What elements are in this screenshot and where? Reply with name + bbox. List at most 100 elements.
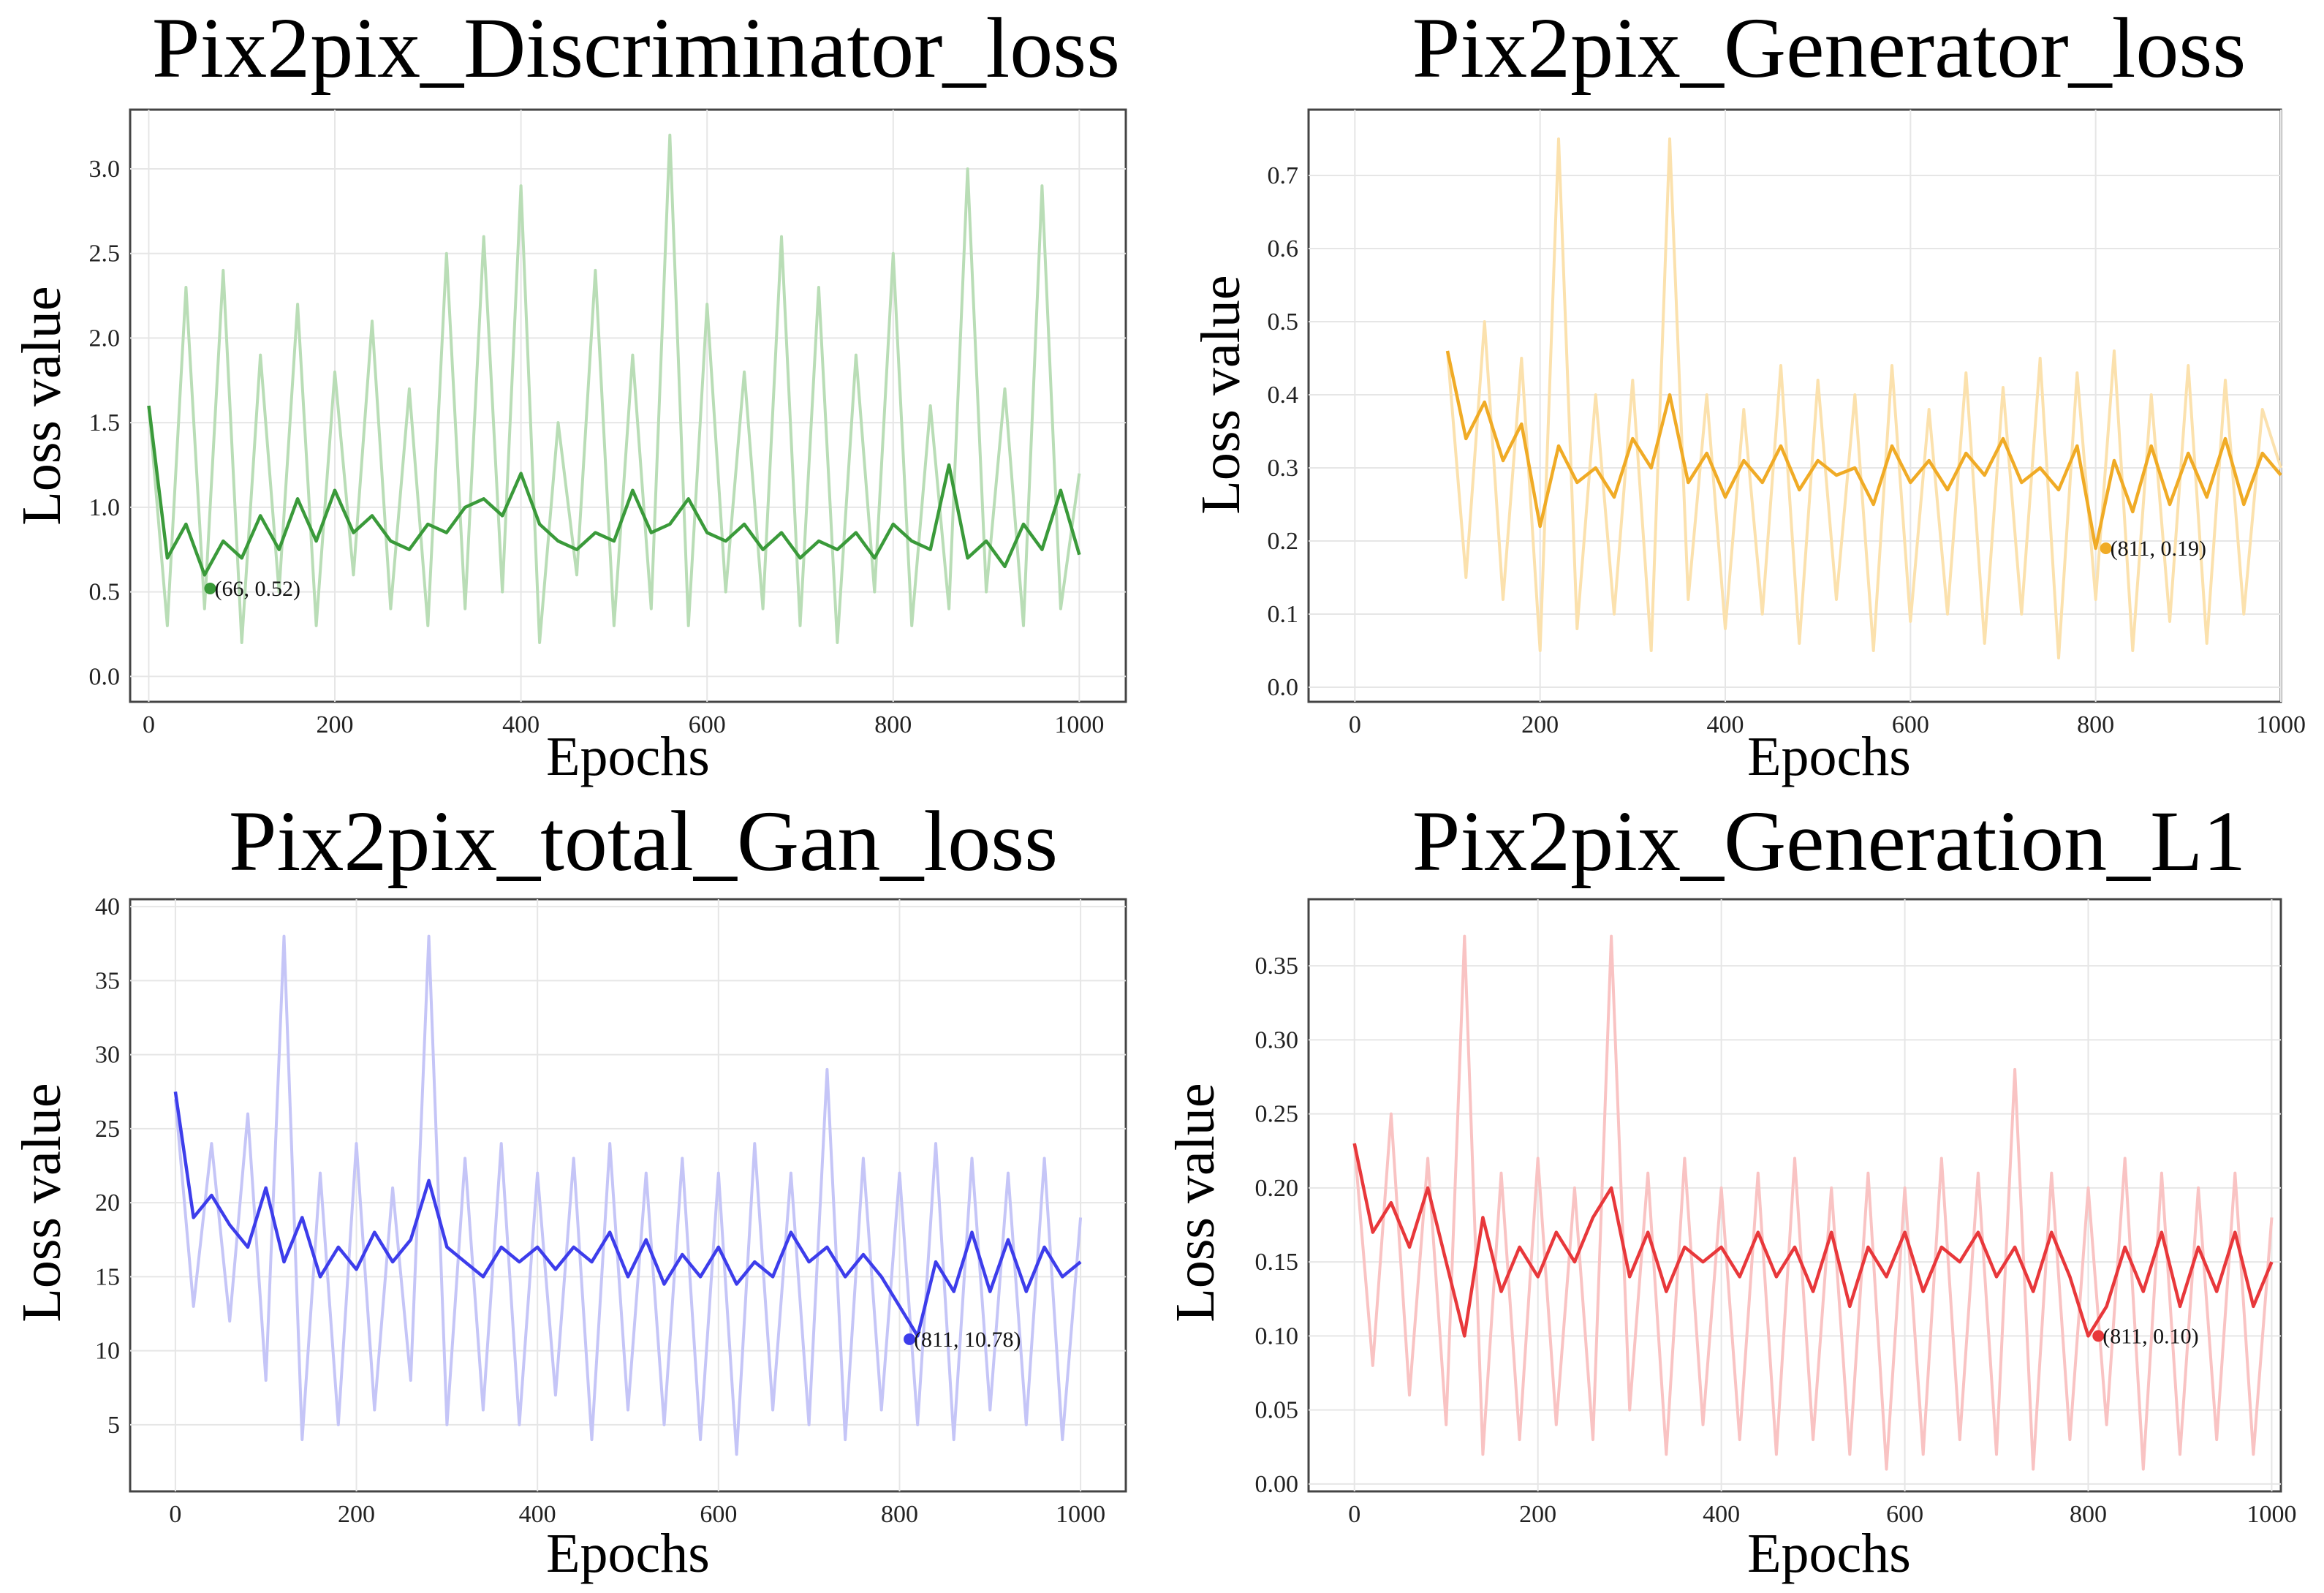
smoothed-loss-line	[173, 1091, 1082, 1338]
y-tick-label: 0.5	[1268, 309, 1299, 336]
x-axis-label: Epochs	[1747, 726, 1911, 787]
x-tick-label: 600	[700, 1501, 737, 1528]
smoothed-loss-line	[1445, 350, 2282, 550]
y-tick-label: 0.0	[1268, 674, 1299, 701]
min-point-label: (66, 0.52)	[214, 577, 300, 601]
y-tick-labels: 0.0 0.5 1.0 1.5 2.0 2.5 3.0	[89, 156, 121, 690]
min-point-marker	[904, 1333, 916, 1345]
y-tick-label: 0.6	[1268, 235, 1299, 262]
y-tick-labels: 0.0 0.1 0.2 0.3 0.4 0.5 0.6 0.7	[1268, 162, 1299, 701]
y-axis-label: Loss value	[1165, 1083, 1226, 1322]
x-tick-label: 800	[2070, 1501, 2107, 1528]
x-axis-label: Epochs	[546, 1523, 710, 1584]
x-tick-label: 1000	[2247, 1501, 2296, 1528]
y-tick-label: 0.3	[1268, 455, 1299, 482]
y-tick-label: 1.0	[89, 494, 121, 521]
y-tick-label: 20	[95, 1189, 120, 1216]
plot-frame	[1307, 898, 2282, 1493]
y-tick-label: 0.25	[1255, 1101, 1299, 1128]
x-tick-labels: 0 200 400 600 800 1000	[169, 1501, 1105, 1528]
min-point-label: (811, 0.19)	[2111, 537, 2206, 561]
y-axis-label: Loss value	[1190, 275, 1252, 514]
x-tick-label: 600	[1892, 711, 1929, 738]
x-tick-label: 400	[1703, 1501, 1740, 1528]
y-tick-label: 10	[95, 1338, 120, 1365]
x-tick-label: 200	[317, 711, 354, 738]
min-point-label: (811, 10.78)	[914, 1328, 1021, 1352]
raw-series	[147, 133, 1081, 644]
x-tick-label: 800	[881, 1501, 918, 1528]
y-tick-label: 0.20	[1255, 1175, 1299, 1202]
y-tick-label: 40	[95, 893, 120, 920]
x-tick-label: 0	[169, 1501, 181, 1528]
x-tick-labels: 0 200 400 600 800 1000	[143, 711, 1104, 738]
smoothed-loss-line	[147, 405, 1081, 577]
y-tick-label: 30	[95, 1042, 120, 1069]
x-tick-labels: 0 200 400 600 800 1000	[1349, 711, 2306, 738]
y-tick-label: 0.5	[89, 579, 121, 606]
x-tick-label: 0	[143, 711, 155, 738]
x-axis-label: Epochs	[1747, 1523, 1911, 1584]
gridlines	[1309, 899, 2281, 1491]
raw-series	[173, 934, 1083, 1456]
plot-frame	[129, 108, 1127, 703]
x-tick-label: 600	[1886, 1501, 1923, 1528]
chart-title: Pix2pix_total_Gan_loss	[229, 793, 1058, 889]
y-tick-label: 0.05	[1255, 1397, 1299, 1424]
x-tick-label: 200	[1519, 1501, 1556, 1528]
min-point-label: (811, 0.10)	[2102, 1324, 2198, 1348]
y-tick-label: 0.00	[1255, 1471, 1299, 1498]
chart-title: Pix2pix_Generation_L1	[1412, 793, 2246, 889]
y-tick-label: 0.30	[1255, 1026, 1299, 1053]
chart-title: Pix2pix_Generator_loss	[1412, 0, 2247, 96]
smoothed-series	[1352, 1143, 2274, 1338]
y-axis-label: Loss value	[11, 1083, 72, 1322]
x-tick-label: 800	[2077, 711, 2114, 738]
smoothed-series	[1445, 350, 2282, 550]
y-tick-label: 2.0	[89, 325, 121, 352]
y-tick-label: 5	[107, 1412, 120, 1439]
min-point-marker	[2100, 542, 2112, 554]
y-tick-label: 25	[95, 1116, 120, 1143]
min-point-marker	[2092, 1330, 2105, 1342]
x-tick-label: 400	[1707, 711, 1744, 738]
y-tick-label: 0.7	[1268, 162, 1299, 189]
y-tick-label: 0.15	[1255, 1249, 1299, 1276]
chart-title: Pix2pix_Discriminator_loss	[152, 0, 1120, 96]
x-tick-label: 600	[689, 711, 726, 738]
min-point-marker	[204, 582, 216, 594]
y-tick-label: 0.10	[1255, 1323, 1299, 1350]
smoothed-series	[173, 1091, 1082, 1338]
y-tick-labels: 5 10 15 20 25 30 35 40	[95, 893, 120, 1439]
raw-loss-line	[147, 133, 1081, 644]
x-tick-label: 1000	[1054, 711, 1104, 738]
x-tick-labels: 0 200 400 600 800 1000	[1348, 1501, 2296, 1528]
x-tick-label: 200	[338, 1501, 375, 1528]
raw-series	[1446, 137, 2282, 659]
smoothed-series	[147, 405, 1081, 577]
x-tick-label: 400	[519, 1501, 556, 1528]
x-tick-label: 400	[502, 711, 540, 738]
raw-loss-line	[1352, 934, 2274, 1471]
y-tick-label: 0.35	[1255, 953, 1299, 980]
y-tick-label: 0.1	[1268, 601, 1299, 628]
x-tick-label: 200	[1521, 711, 1559, 738]
x-tick-label: 0	[1349, 711, 1361, 738]
y-tick-label: 15	[95, 1263, 120, 1290]
y-tick-label: 2.5	[89, 241, 121, 268]
x-tick-label: 0	[1348, 1501, 1360, 1528]
x-tick-label: 800	[874, 711, 912, 738]
y-tick-label: 0.2	[1268, 528, 1299, 555]
raw-loss-line	[173, 934, 1083, 1456]
smoothed-loss-line	[1352, 1143, 2274, 1338]
y-tick-label: 0.0	[89, 663, 121, 690]
y-axis-label: Loss value	[11, 286, 72, 525]
raw-loss-line	[1446, 137, 2282, 659]
y-tick-label: 0.4	[1268, 382, 1299, 409]
y-tick-label: 3.0	[89, 156, 121, 183]
plot-frame	[129, 898, 1127, 1493]
